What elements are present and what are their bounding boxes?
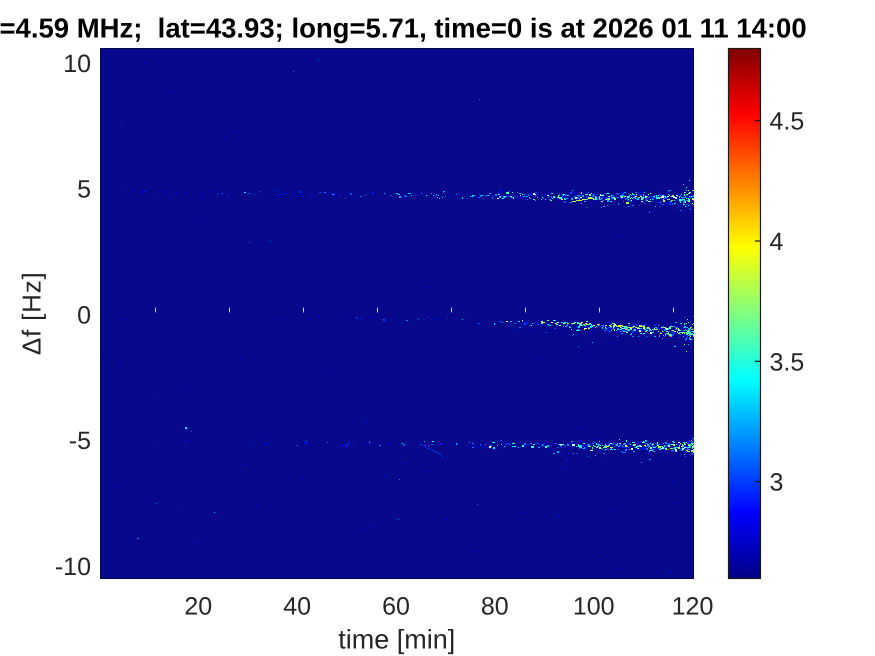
svg-text:100: 100 bbox=[573, 593, 615, 621]
svg-text:time [min]: time [min] bbox=[338, 625, 455, 655]
svg-text:-5: -5 bbox=[69, 427, 91, 455]
svg-text:120: 120 bbox=[672, 593, 714, 621]
svg-text:-10: -10 bbox=[55, 553, 91, 581]
svg-text:=4.59 MHz; lat=43.93; long=5.: =4.59 MHz; lat=43.93; long=5.71, time=0 … bbox=[0, 13, 807, 44]
svg-text:3.5: 3.5 bbox=[770, 348, 805, 376]
svg-text:3: 3 bbox=[770, 469, 784, 497]
svg-text:40: 40 bbox=[283, 593, 311, 621]
svg-text:20: 20 bbox=[184, 593, 212, 621]
svg-text:4.5: 4.5 bbox=[770, 108, 805, 136]
svg-text:10: 10 bbox=[63, 50, 91, 78]
svg-text:60: 60 bbox=[382, 593, 410, 621]
svg-text:0: 0 bbox=[77, 302, 91, 330]
svg-text:5: 5 bbox=[77, 176, 91, 204]
svg-text:80: 80 bbox=[481, 593, 509, 621]
svg-text:Δf [Hz]: Δf [Hz] bbox=[17, 271, 47, 355]
svg-text:4: 4 bbox=[770, 228, 784, 256]
